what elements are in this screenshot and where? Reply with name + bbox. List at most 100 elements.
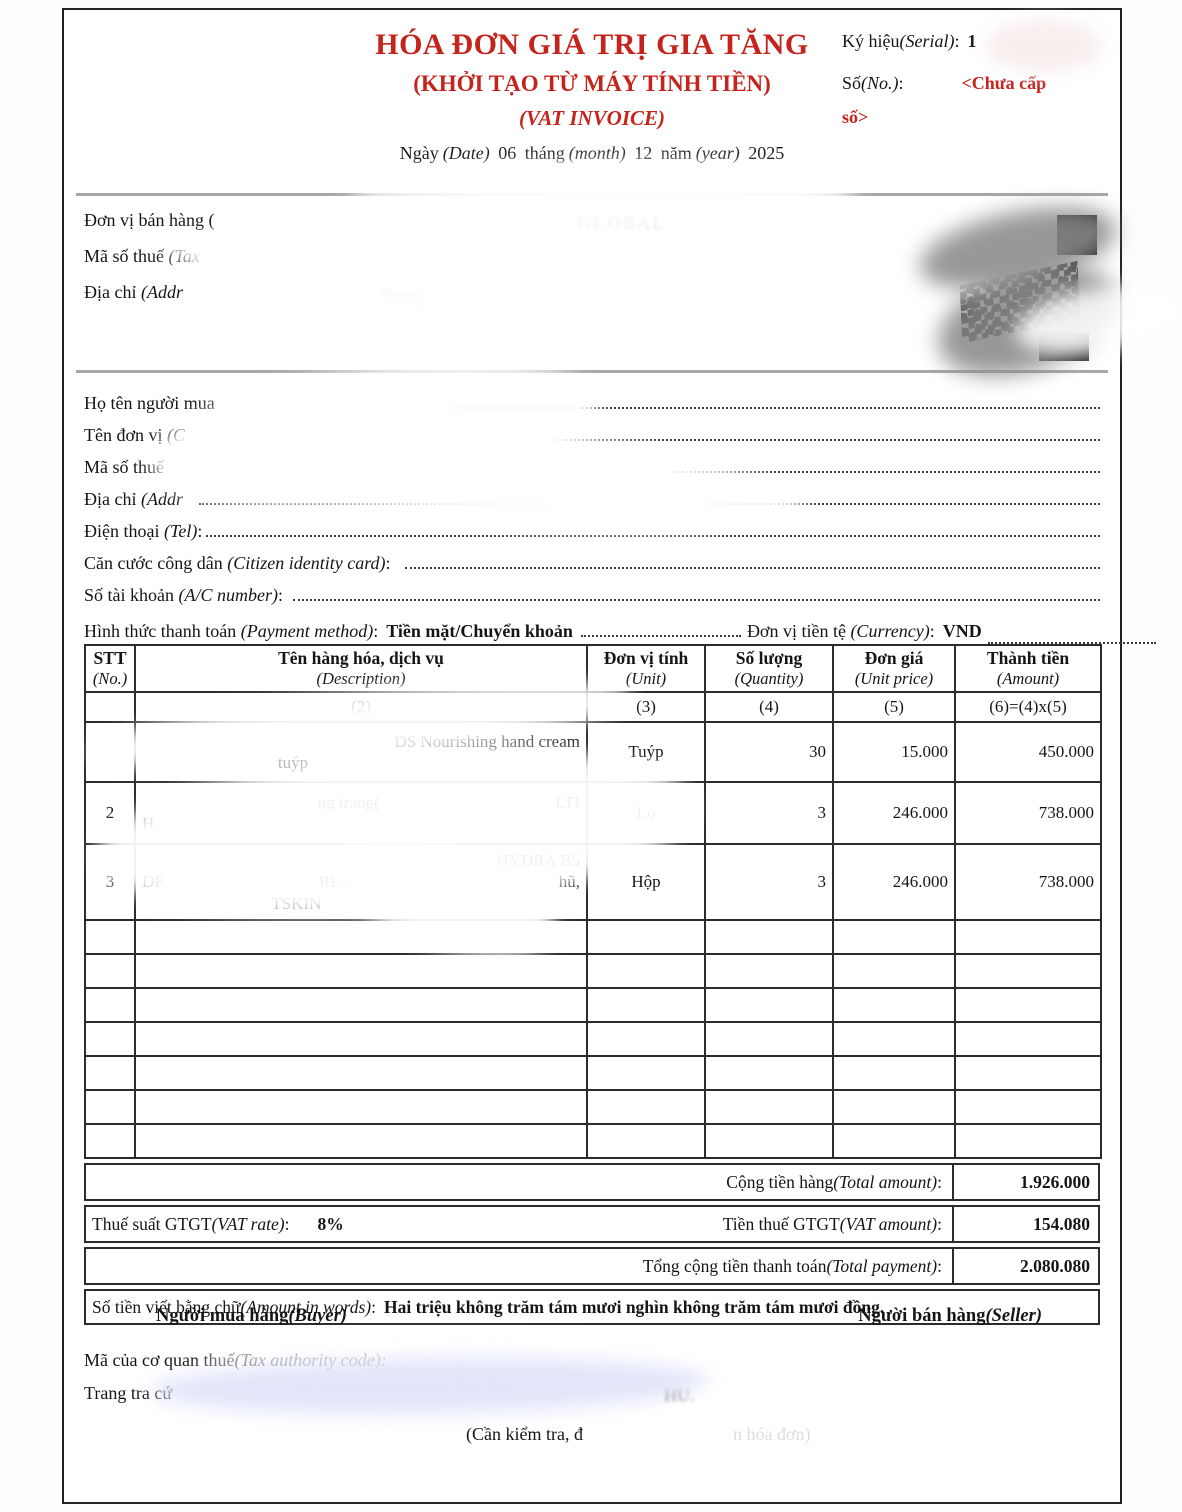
empty-cell [832,1089,956,1125]
serial-number-block: Ký hiệu(Serial): 1 Số(No.): <Chưa cấp số> [842,31,1114,127]
total-payment-row: Tổng cộng tiền thanh toán (Total payment)… [84,1247,1100,1285]
buyer-field-row-2: Tên đơn vị (C [84,414,1102,446]
empty-cell [832,1055,956,1091]
footer-section: Mã của cơ quan thuế(Tax authority code):… [84,1350,1100,1444]
lookup-line: Trang tra cứ HU. [84,1383,1100,1421]
empty-cell [84,1055,136,1091]
buyer-field-label: Địa chỉ (Addr [84,489,183,509]
payment-method-value: Tiền mặt/Chuyển khoản [386,621,573,641]
item-description: ng trang( LTI H [134,781,588,845]
empty-cell [954,919,1102,955]
empty-cell [704,987,834,1023]
buyer-field-row-6: Căn cước công dân (Citizen identity card… [84,542,1102,574]
subtotal-value: 1.926.000 [952,1165,1098,1199]
description-fragment: LTI [555,792,580,812]
empty-item-row [84,919,1102,955]
empty-cell [134,1021,588,1057]
seller-signature-label: Người bán hàng(Seller) [858,1306,1042,1326]
subtotal-row: Cộng tiền hàng (Total amount): 1.926.000 [84,1163,1100,1201]
subtotal-label: Cộng tiền hàng (Total amount): [726,1171,942,1192]
buyer-field-label: Họ tên người mua [84,393,215,413]
empty-cell [134,1123,588,1159]
description-fragment: hũ, [558,872,580,892]
description-fragment: H [142,814,155,833]
empty-cell [704,1123,834,1159]
empty-cell [586,987,706,1023]
item-row-3: 3 HYDRA B5 DF REAM ), du hũ, TSKIN Hộp 3 246.000… [84,843,1102,921]
empty-cell [84,919,136,955]
buyer-field-label: Căn cước công dân (Citizen identity card… [84,553,391,573]
empty-item-row [84,1021,1102,1057]
empty-cell [586,1089,706,1125]
column-index-cell: (3) [586,691,706,723]
vat-rate-label: Thuế suất GTGT (VAT rate): 8% [92,1213,344,1234]
invoice-date-line: Ngày (Date) 06 tháng (month) 12 năm (year) … [64,143,1120,164]
seller-tax-row: Mã số thuế (Tax [84,246,944,282]
item-amount: 738.000 [954,781,1102,845]
empty-cell [586,1123,706,1159]
currency-value: VND [942,621,982,641]
buyer-rows: Họ tên người mua Tên đơn vị (C Mã số thuế Đ… [84,382,1102,606]
empty-item-row [84,987,1102,1023]
invoice-page: HÓA ĐƠN GIÁ TRỊ GIA TĂNG (KHỞI TẠO TỪ MÁ… [62,8,1156,1504]
item-quantity: 3 [704,843,834,921]
column-index-cell [84,691,136,723]
item-amount: 450.000 [954,721,1102,783]
item-unit-price: 246.000 [832,781,956,845]
buyer-field-row-5: Điện thoại (Tel): [84,510,1102,542]
empty-cell [954,987,1102,1023]
buyer-field-label: Số tài khoản (A/C number): [84,585,283,605]
buyer-signature-label: Người mua hàng(Buyer) [156,1306,347,1326]
total-payment-label: Tổng cộng tiền thanh toán (Total payment)… [642,1255,942,1276]
vat-amount-value: 154.080 [952,1207,1098,1241]
amount-in-words-label: Số tiền viết bằng chữ(Amount in words): [92,1296,376,1317]
item-description: DS Nourishing hand cream tuýp [134,721,588,783]
invoice-no-line: Số(No.): <Chưa cấp [842,73,1114,94]
item-stt: 3 [84,843,136,921]
column-index-cell: (5) [832,691,956,723]
invoice-title: HÓA ĐƠN GIÁ TRỊ GIA TĂNG [375,28,809,61]
description-fragment: ng trang( [317,792,380,812]
item-quantity: 3 [704,781,834,845]
amount-in-words-row: Số tiền viết bằng chữ(Amount in words): … [84,1289,1100,1325]
date-nam: năm [660,142,692,163]
column-header-5: Đơn giá (Unit price) [832,644,956,693]
invoice-subtitle: (KHỞI TẠO TỪ MÁY TÍNH TIỀN) [413,70,771,96]
empty-cell [134,1089,588,1125]
column-header-1: STT (No.) [84,644,136,693]
item-stt [84,721,136,783]
separator-line-top [76,193,1108,196]
column-index-cell: (2) [134,691,588,723]
empty-cell [704,1089,834,1125]
note-suffix: n hóa đơn) [732,1424,811,1444]
currency-label: Đơn vị tiền tệ (Currency): [746,621,935,641]
seller-name-row: Đơn vị bán hàng ( [84,210,944,246]
dotted-leader [206,533,1100,537]
item-unit: Hộp [586,843,706,921]
empty-cell [954,1089,1102,1125]
empty-item-row [84,1089,1102,1125]
empty-item-row [84,1123,1102,1159]
empty-cell [84,987,136,1023]
column-header-6: Thành tiền (Amount) [954,644,1102,693]
empty-cell [84,953,136,989]
empty-cell [954,953,1102,989]
dotted-leader [673,469,1100,473]
buyer-field-row-7: Số tài khoản (A/C number): [84,574,1102,606]
qr-corner-bottom [1039,333,1089,361]
column-header-4: Số lượng (Quantity) [704,644,834,693]
seller-tax-label: Mã số thuế (Tax [84,246,200,266]
seller-name-label: Đơn vị bán hàng ( [84,210,215,230]
description-fragment: TSKIN [271,893,322,913]
date-year: 2025 [748,142,785,163]
qr-finder-corner [1057,215,1097,255]
tax-authority-code-line: Mã của cơ quan thuế(Tax authority code): [84,1350,387,1370]
empty-cell [704,919,834,955]
buyer-field-row-4: Địa chỉ (Addr [84,478,1102,510]
serial-value: 1 [967,31,977,51]
dotted-leader [198,501,1100,505]
item-description: HYDRA B5 DF REAM ), du hũ, TSKIN [134,843,588,921]
serial-colon: : [954,31,960,51]
empty-item-row [84,1055,1102,1091]
empty-cell [704,1055,834,1091]
